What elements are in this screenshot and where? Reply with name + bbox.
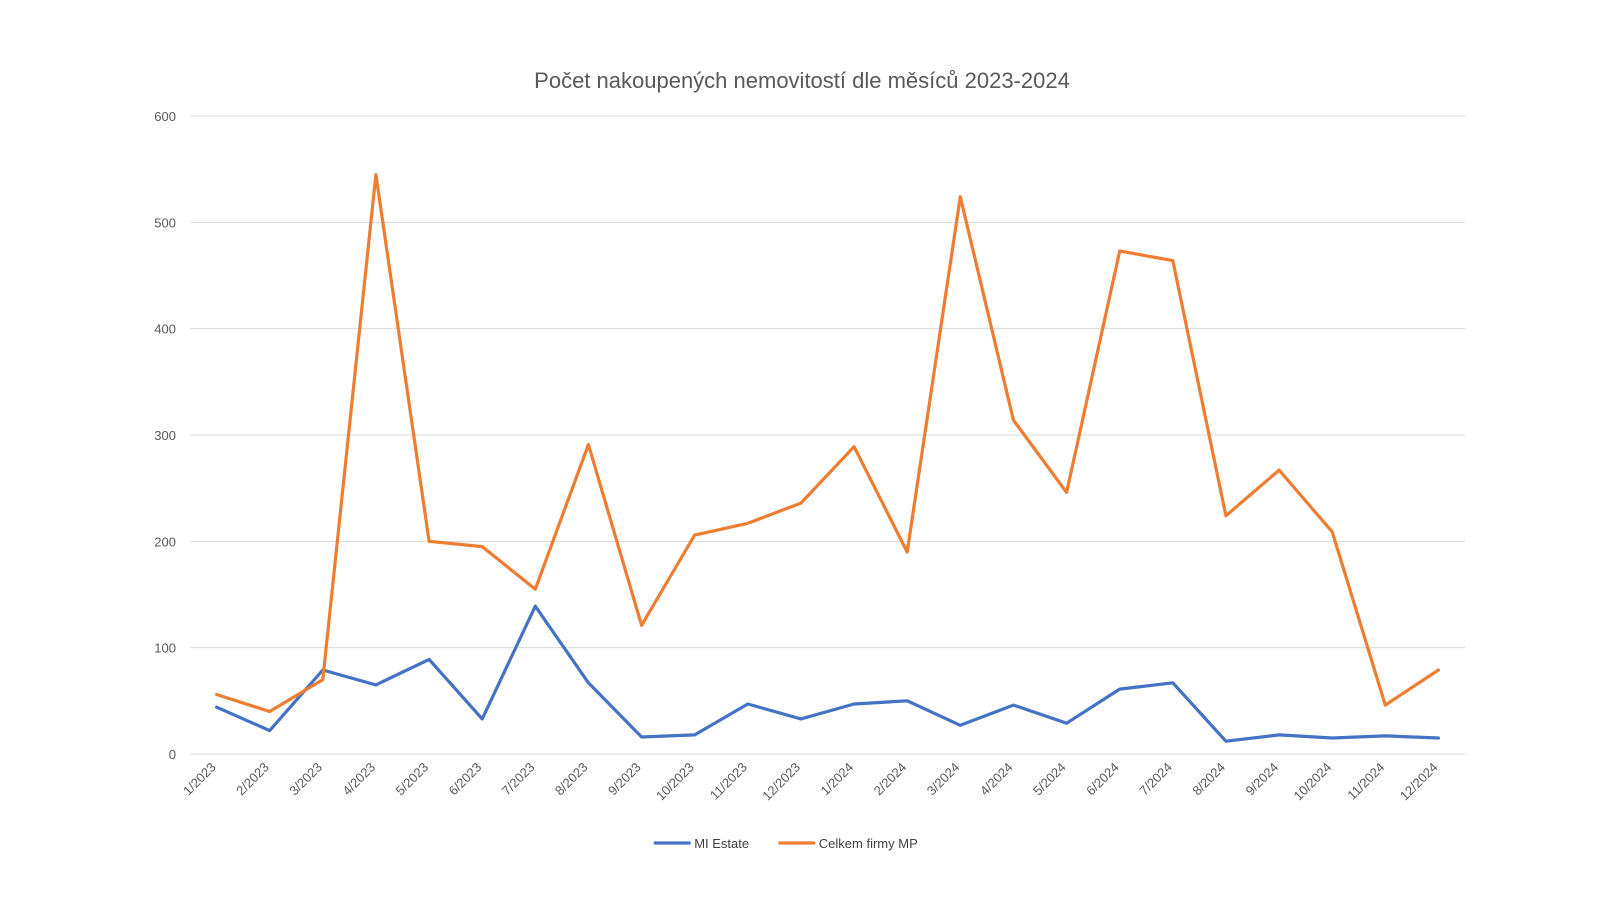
y-tick-label: 600 (154, 109, 176, 124)
chart-title: Počet nakoupených nemovitostí dle měsíců… (534, 68, 1070, 93)
x-tick-label: 9/2024 (1242, 760, 1281, 799)
legend-label-1: MI Estate (694, 836, 749, 851)
series-line-2 (215, 172, 1441, 714)
x-tick-label: 8/2024 (1189, 760, 1228, 799)
series-line-1 (215, 604, 1441, 743)
x-tick-label: 11/2023 (707, 760, 750, 803)
legend: MI Estate Celkem firmy MP (653, 836, 918, 851)
y-tick-label: 400 (154, 322, 176, 337)
x-tick-label: 2/2024 (871, 760, 910, 799)
x-tick-label: 3/2024 (924, 760, 963, 799)
x-tick-label: 9/2023 (605, 760, 644, 799)
x-tick-label: 12/2023 (759, 760, 803, 804)
x-tick-label: 5/2024 (1030, 760, 1069, 799)
x-tick-label: 5/2023 (392, 760, 431, 799)
x-tick-label: 10/2024 (1290, 760, 1334, 804)
y-tick-label: 200 (154, 534, 176, 549)
x-tick-label: 6/2024 (1083, 760, 1122, 799)
x-tick-label: 11/2024 (1344, 760, 1387, 803)
x-tick-label: 8/2023 (552, 760, 591, 799)
x-tick-label: 3/2023 (286, 760, 325, 799)
y-tick-label: 0 (169, 747, 176, 762)
x-tick-label: 1/2023 (180, 760, 219, 799)
x-tick-label: 1/2024 (817, 760, 856, 799)
y-tick-label: 300 (154, 428, 176, 443)
legend-label-2: Celkem firmy MP (819, 836, 918, 851)
series-lines (215, 172, 1441, 743)
x-tick-label: 7/2023 (499, 760, 538, 799)
x-tick-label: 4/2023 (339, 760, 378, 799)
x-tick-label: 6/2023 (446, 760, 485, 799)
x-tick-label: 4/2024 (977, 760, 1016, 799)
x-tick-label: 2/2023 (233, 760, 272, 799)
y-tick-label: 100 (154, 641, 176, 656)
y-axis-tick-labels: 0 100 200 300 400 500 600 (154, 109, 176, 762)
x-tick-label: 12/2024 (1397, 760, 1441, 804)
y-tick-label: 500 (154, 215, 176, 230)
gridlines (190, 115, 1465, 755)
x-tick-label: 7/2024 (1136, 760, 1175, 799)
x-axis-tick-labels: 1/2023 2/2023 3/2023 4/2023 5/2023 6/2023 7/20… (180, 760, 1441, 804)
x-tick-label: 10/2023 (653, 760, 697, 804)
